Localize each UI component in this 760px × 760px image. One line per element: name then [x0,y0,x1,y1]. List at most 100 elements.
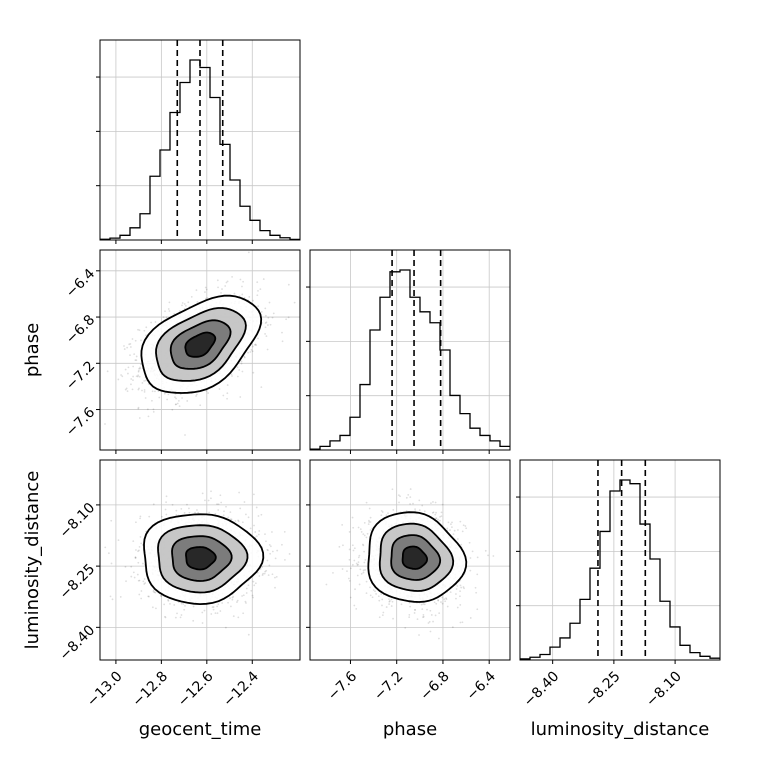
sample-point [287,283,290,286]
sample-point [293,301,296,304]
sample-point [214,612,217,615]
sample-point [267,316,270,319]
sample-point [211,606,214,608]
sample-point [148,595,150,598]
sample-point [456,606,459,609]
sample-point [179,616,182,619]
sample-point [148,515,151,518]
sample-point [104,546,107,549]
sample-point [174,396,176,399]
sample-point [140,363,142,366]
sample-point [263,572,266,575]
sample-point [409,605,412,608]
sample-point [214,512,217,515]
sample-point [374,590,376,593]
sample-point [341,523,344,526]
sample-point [258,530,261,532]
sample-point [196,301,199,303]
sample-point [230,373,233,376]
sample-point [242,612,245,615]
sample-point [265,321,268,324]
sample-point [362,533,365,536]
sample-point [154,591,157,594]
sample-point [238,491,241,494]
sample-point [243,501,246,503]
sample-point [190,295,193,298]
sample-point [418,509,421,512]
sample-point [127,366,130,369]
sample-point [390,598,393,601]
contour-line [184,331,217,358]
sample-point [203,609,206,612]
sample-point [265,569,268,572]
sample-point [455,593,457,595]
sample-point [271,316,274,319]
sample-point [262,572,264,575]
sample-point [357,526,360,529]
x-axis-label-phase: phase [383,719,437,740]
sample-point [117,539,120,542]
sample-point [225,505,227,508]
sample-point [259,568,262,570]
sample-point [359,568,362,571]
sample-point [423,510,426,513]
x-tick-label-geocent_time: −13.0 [84,668,126,710]
sample-point [422,615,425,618]
sample-point [385,606,388,608]
sample-point [432,501,434,503]
sample-point [469,617,472,619]
sample-point [135,355,138,358]
sample-point [268,301,271,304]
panel-frame [99,459,301,661]
sample-point [138,593,141,596]
sample-point [180,508,183,510]
sample-point [142,562,144,565]
sample-point [136,375,139,378]
scatter-panel-geocent_time-phase [96,249,301,454]
sample-point [152,408,155,411]
sample-point [124,368,127,371]
sample-point [241,293,244,296]
sample-point [247,351,249,354]
sample-point [459,621,462,624]
sample-point [138,375,141,378]
sample-point [474,586,477,589]
sample-point [208,511,211,514]
sample-point [255,506,258,509]
sample-point [422,614,425,616]
sample-point [236,366,239,369]
sample-point [231,375,233,377]
x-tick-label-luminosity_distance: −8.10 [643,668,685,710]
sample-point [258,575,261,577]
sample-point [152,590,155,593]
sample-point [450,523,452,526]
sample-point [126,346,129,349]
sample-point [414,508,416,511]
sample-point [257,515,260,517]
sample-point [226,392,229,395]
sample-point [201,611,204,614]
sample-point [440,515,443,517]
sample-point [137,370,140,373]
sample-point [251,594,254,597]
y-tick-label-phase: −6.4 [63,266,98,301]
panel-frame [519,459,721,661]
sample-point [171,503,174,506]
x-axis-label-geocent_time: geocent_time [139,719,262,740]
sample-point [130,575,133,578]
sample-point [251,350,254,353]
sample-point [160,594,162,597]
sample-point [325,583,328,586]
sample-point [468,541,471,544]
sample-point [181,302,184,304]
sample-point [421,504,424,507]
sample-point [175,509,178,512]
contour-line [390,534,442,581]
sample-point [460,586,463,589]
sample-point [464,525,467,527]
sample-point [206,297,209,299]
sample-point [275,576,278,578]
sample-point [231,598,234,601]
sample-point [117,378,120,381]
sample-point [154,390,156,393]
